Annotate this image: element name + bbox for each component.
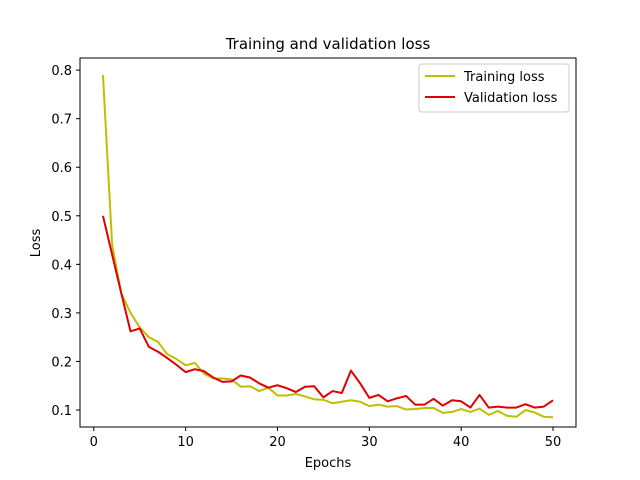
legend: Training loss Validation loss (418, 63, 570, 113)
legend-box (418, 63, 570, 113)
y-tick-label: 0.3 (51, 307, 72, 322)
plot-series (101, 74, 554, 419)
x-tick-label: 30 (361, 435, 378, 450)
y-tick-label: 0.2 (51, 355, 72, 370)
y-tick-label: 0.1 (51, 404, 72, 419)
plot-frame (79, 57, 577, 428)
y-tick-label: 0.7 (51, 113, 72, 128)
y-axis-label: Loss (29, 229, 44, 258)
legend-label-validation: Validation loss (464, 91, 558, 106)
x-tick-label: 40 (453, 435, 470, 450)
y-tick-label: 0.6 (51, 161, 72, 176)
x-tick-label: 20 (269, 435, 286, 450)
x-tick-label: 10 (177, 435, 194, 450)
axis-ticks: 0 10 20 30 40 50 0.1 0.2 0.3 0.4 0.5 0.6 0.7 0.8 (51, 64, 561, 450)
chart-title: Training and validation loss (225, 35, 431, 53)
y-tick-label: 0.5 (51, 210, 72, 225)
y-tick-label: 0.8 (51, 64, 72, 79)
training-loss-line (101, 74, 554, 419)
legend-label-training: Training loss (463, 70, 545, 85)
y-tick-label: 0.4 (51, 258, 72, 273)
x-axis-label: Epochs (305, 456, 352, 471)
x-tick-label: 0 (90, 435, 98, 450)
validation-loss-line (101, 215, 554, 409)
x-tick-label: 50 (545, 435, 562, 450)
